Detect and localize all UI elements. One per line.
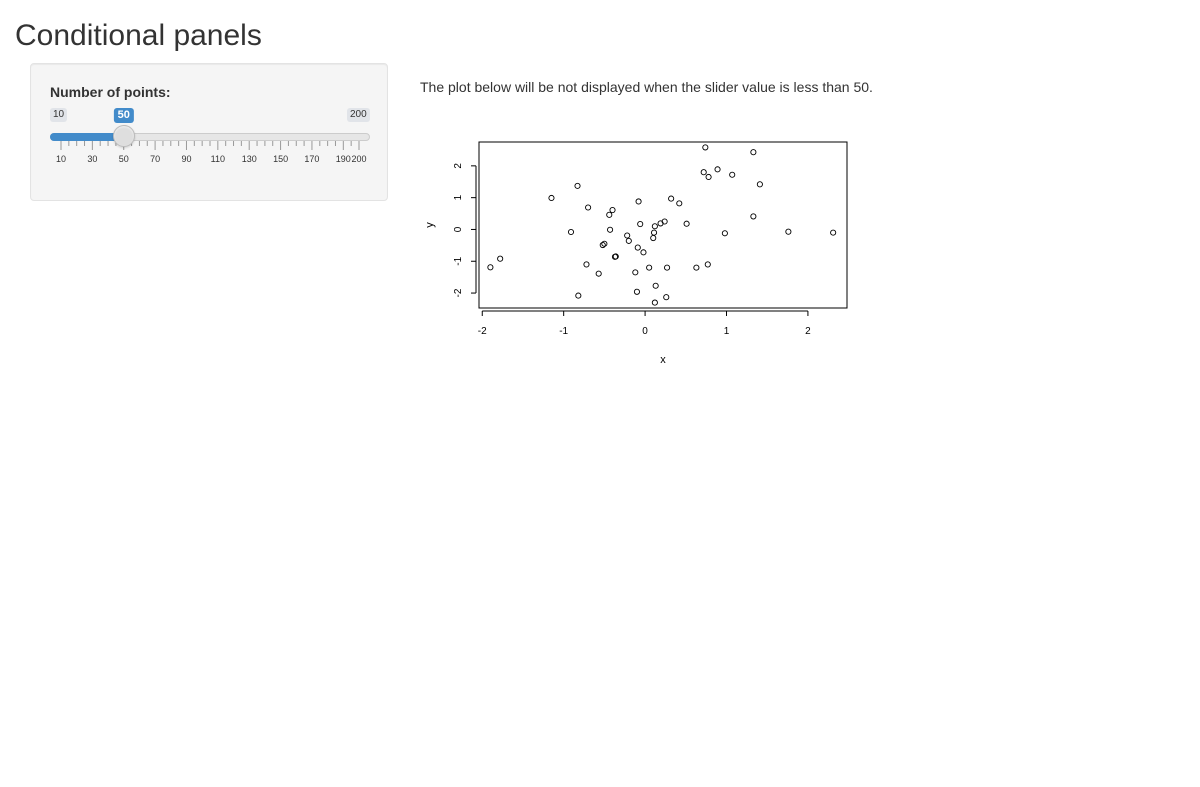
sidebar-panel: Number of points: 10 200 50 10 30 50 70 90 11…: [30, 63, 388, 201]
scatter-point: [729, 171, 736, 178]
scatter-point: [609, 207, 616, 214]
scatter-point: [714, 166, 721, 173]
scatter-point: [607, 226, 614, 233]
scatter-point: [785, 228, 792, 235]
scatter-point: [652, 282, 659, 289]
scatter-point: [705, 173, 712, 181]
slider-fill-bar: [50, 133, 124, 141]
slider-grid-label: 190: [336, 154, 351, 164]
scatter-plot: -2 -1 0 1 2 -2 -1 0 1 2 x y: [424, 141, 848, 366]
x-tick-label: 0: [642, 326, 648, 337]
plot-description: The plot below will be not displayed whe…: [420, 79, 873, 95]
scatter-point: [676, 200, 683, 207]
scatter-point: [624, 232, 631, 239]
scatter-point: [750, 149, 757, 156]
slider-grid-label: 150: [273, 154, 288, 164]
slider-grid-label: 10: [56, 154, 66, 164]
scatter-point: [651, 223, 658, 230]
scatter-point: [599, 241, 606, 249]
slider-min-label: 10: [50, 108, 68, 122]
scatter-point: [704, 261, 711, 268]
slider-grid-label: 130: [242, 154, 257, 164]
scatter-point: [601, 240, 608, 247]
x-tick-label: -1: [559, 326, 568, 337]
scatter-point: [702, 144, 709, 151]
scatter-point: [750, 213, 757, 220]
scatter-point: [567, 228, 575, 236]
page-title: Conditional panels: [15, 19, 262, 52]
slider-grid-label: 170: [304, 154, 319, 164]
scatter-point: [640, 249, 647, 256]
y-axis-title: y: [424, 222, 436, 228]
scatter-point: [585, 204, 592, 211]
slider-grid-label: 200: [351, 154, 366, 164]
scatter-point: [635, 198, 642, 205]
scatter-point: [634, 244, 641, 251]
y-tick-label: 1: [453, 194, 464, 200]
scatter-point: [668, 195, 675, 202]
scatter-point: [606, 211, 613, 218]
scatter-point: [595, 270, 602, 277]
x-axis-title: x: [660, 354, 666, 366]
slider-label: Number of points:: [50, 84, 171, 100]
scatter-point: [611, 253, 619, 260]
scatter-point: [583, 261, 590, 268]
scatter-point: [574, 182, 581, 189]
scatter-point: [721, 230, 728, 237]
scatter-point: [650, 229, 658, 236]
plot-frame: [478, 141, 848, 309]
scatter-point: [661, 218, 668, 225]
scatter-point: [664, 264, 671, 271]
slider-handle[interactable]: [112, 125, 135, 147]
scatter-point: [650, 234, 657, 242]
scatter-point: [637, 220, 644, 228]
y-tick-label: -2: [453, 288, 464, 297]
y-tick-label: 2: [453, 163, 464, 169]
scatter-point: [663, 294, 670, 301]
scatter-point: [830, 229, 837, 236]
scatter-point: [646, 264, 653, 271]
scatter-point: [700, 169, 707, 176]
scatter-point: [548, 194, 555, 202]
x-tick-label: 1: [724, 326, 730, 337]
scatter-point: [487, 264, 494, 271]
scatter-point: [651, 299, 658, 306]
x-tick-label: 2: [805, 326, 811, 337]
scatter-point: [625, 237, 632, 244]
slider-grid-label: 30: [87, 154, 97, 164]
slider-grid-label: 50: [119, 154, 129, 164]
scatter-point: [633, 288, 640, 295]
y-tick-label: 0: [453, 226, 464, 232]
x-tick-label: -2: [478, 326, 487, 337]
slider-max-label: 200: [347, 108, 370, 122]
scatter-point: [693, 264, 700, 271]
slider-grid-label: 110: [211, 154, 225, 164]
slider-grid-label: 90: [181, 154, 191, 164]
slider-value-label: 50: [113, 108, 134, 123]
scatter-point: [575, 292, 582, 299]
scatter-point: [756, 181, 763, 188]
scatter-point: [497, 255, 504, 262]
scatter-point: [683, 220, 690, 227]
y-tick-label: -1: [453, 256, 464, 265]
slider-grid-label: 70: [150, 154, 160, 164]
scatter-point: [632, 269, 639, 276]
